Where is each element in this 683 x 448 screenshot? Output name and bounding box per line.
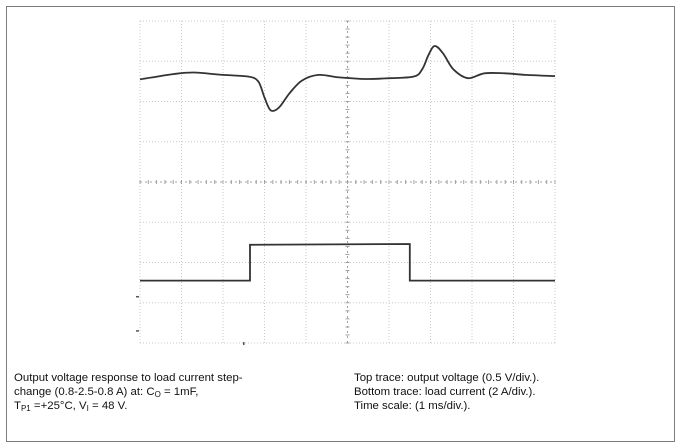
plot-traces (139, 45, 556, 282)
plot-marks (136, 295, 245, 345)
caption-right-line-2: Bottom trace: load current (2 A/div.). (354, 386, 536, 398)
caption-left-line-3: TP1 =+25°C, VI = 48 V. (14, 400, 128, 413)
caption-left: Output voltage response to load current … (14, 371, 344, 413)
plot-grid (139, 20, 556, 344)
figure-frame (6, 6, 675, 442)
caption-left-line-2: change (0.8-2.5-0.8 A) at: CO = 1mF, (14, 386, 199, 399)
caption-left-line-1: Output voltage response to load current … (14, 372, 243, 384)
caption-right-line-3: Time scale: (1 ms/div.). (354, 400, 471, 412)
caption-right-line-1: Top trace: output voltage (0.5 V/div.). (354, 372, 540, 384)
series-output-voltage-line (139, 45, 556, 112)
series-load-current-line (140, 243, 555, 282)
caption-right: Top trace: output voltage (0.5 V/div.). … (354, 371, 664, 413)
